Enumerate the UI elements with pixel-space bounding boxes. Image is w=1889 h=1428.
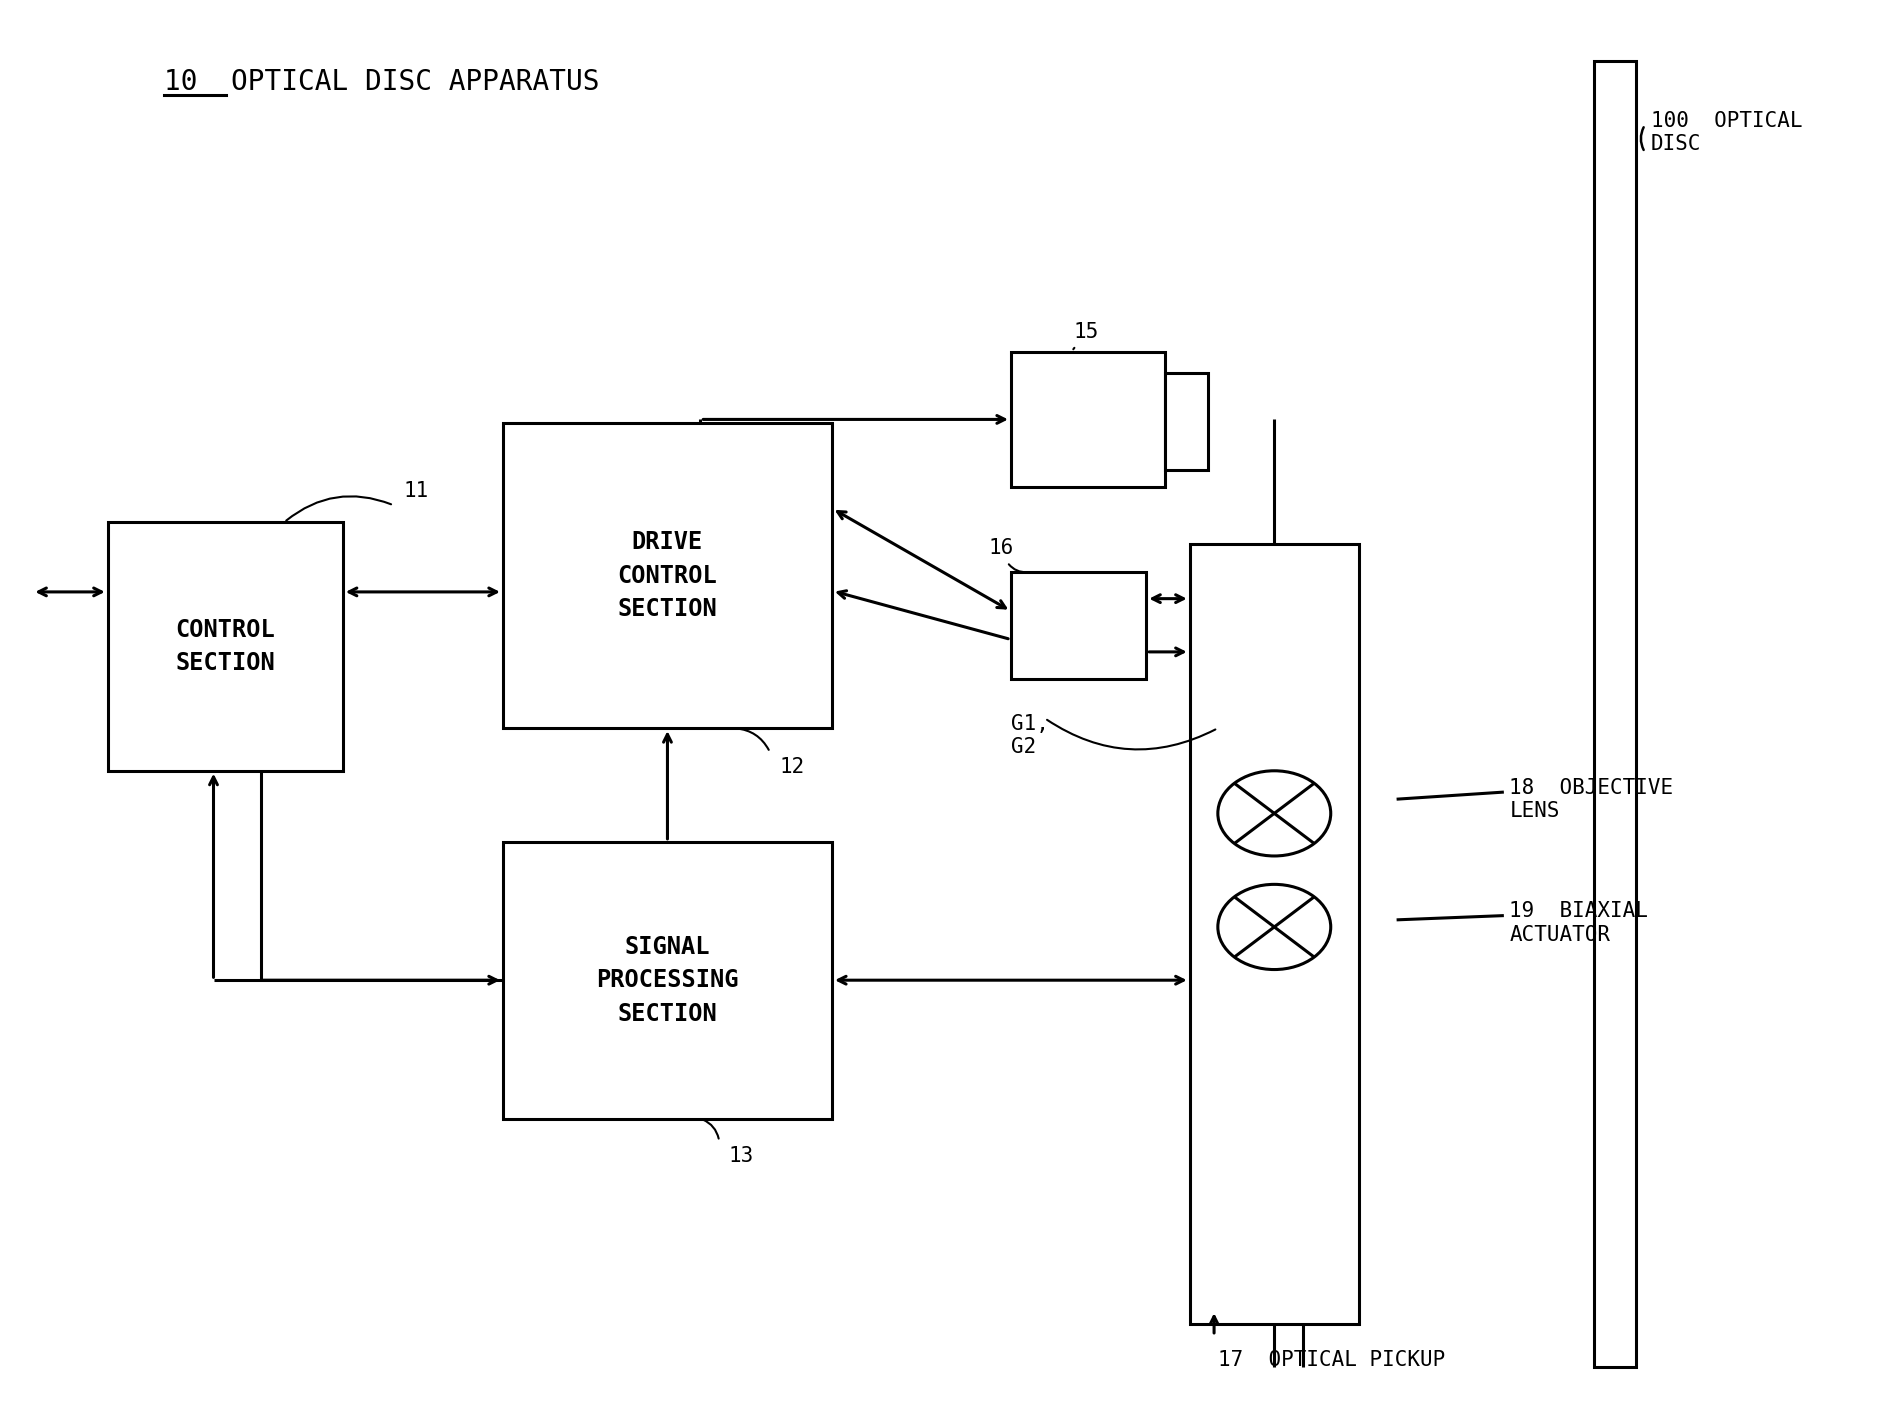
Bar [1011,351,1164,487]
Text: 13: 13 [729,1145,754,1165]
Bar [1592,61,1634,1367]
Text: 18  OBJECTIVE
LENS: 18 OBJECTIVE LENS [1509,778,1674,821]
Bar [108,523,342,771]
Bar [1011,573,1147,678]
Text: 100  OPTICAL
DISC: 100 OPTICAL DISC [1649,110,1802,154]
Text: 17  OPTICAL PICKUP: 17 OPTICAL PICKUP [1217,1349,1445,1369]
Bar [1164,373,1207,470]
Bar [1188,544,1358,1324]
Text: DRIVE
CONTROL
SECTION: DRIVE CONTROL SECTION [618,530,718,621]
Bar [502,423,831,728]
Text: CONTROL
SECTION: CONTROL SECTION [176,618,276,675]
Text: 10  OPTICAL DISC APPARATUS: 10 OPTICAL DISC APPARATUS [164,69,599,96]
Text: 16: 16 [988,538,1013,558]
Text: 11: 11 [402,481,429,501]
Bar [502,841,831,1118]
Text: G1,
G2: G1, G2 [1011,714,1048,757]
Text: 19  BIAXIAL
ACTUATOR: 19 BIAXIAL ACTUATOR [1509,901,1647,944]
Text: 15: 15 [1073,323,1098,343]
Text: 12: 12 [778,757,805,777]
Text: SIGNAL
PROCESSING
SECTION: SIGNAL PROCESSING SECTION [595,935,739,1025]
